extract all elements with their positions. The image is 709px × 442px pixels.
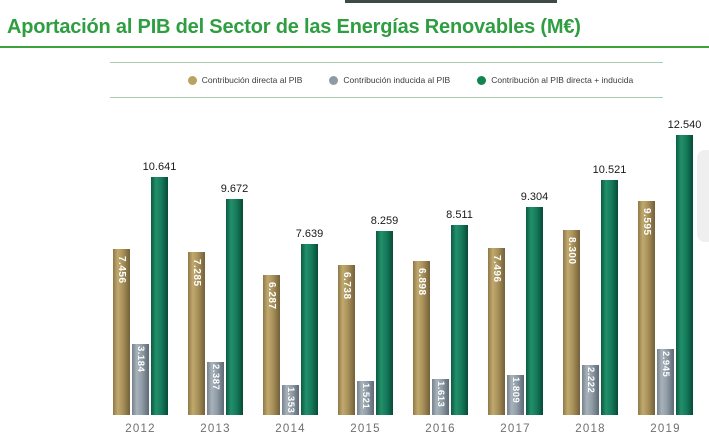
direct-value-label: 7.456 [116, 256, 127, 284]
induced-bar: 1.613 [432, 379, 449, 415]
induced-bar: 1.521 [357, 381, 374, 415]
total-series-dot-icon [477, 75, 487, 85]
total-value-label: 12.540 [667, 119, 702, 131]
direct-bar: 7.456 [113, 249, 130, 415]
direct-value-label: 7.496 [491, 255, 502, 283]
total-value-label: 9.304 [520, 191, 549, 203]
total-bar: 8.511 [446, 209, 473, 415]
year-label: 2018 [575, 422, 606, 435]
total-value-label: 7.639 [295, 228, 324, 240]
bars: 8.300 2.222 10.521 [562, 135, 626, 415]
induced-bar: 2.945 [657, 349, 674, 415]
induced-value-label: 2.222 [585, 367, 596, 394]
legend-label: Contribución directa al PIB [201, 75, 303, 85]
year-group-2019: 9.595 2.945 12.540 2019 [637, 119, 701, 442]
legend-label: Contribución inducida al PIB [343, 75, 451, 85]
year-group-2016: 6.898 1.613 8.511 2016 [412, 135, 473, 442]
year-label: 2016 [425, 422, 456, 435]
year-group-2012: 7.456 3.184 10.641 2012 [112, 135, 176, 442]
year-group-2018: 8.300 2.222 10.521 2018 [562, 135, 626, 442]
induced-value-label: 1.521 [360, 383, 371, 410]
year-label: 2014 [275, 422, 306, 435]
direct-value-label: 7.285 [191, 259, 202, 287]
year-group-2014: 6.287 1.353 7.639 2014 [262, 135, 323, 442]
year-label: 2013 [200, 422, 231, 435]
induced-value-label: 3.184 [135, 346, 146, 373]
induced-value-label: 1.353 [285, 387, 296, 414]
legend-item-induced: Contribución inducida al PIB [329, 75, 450, 85]
direct-value-label: 9.595 [641, 208, 652, 236]
total-bar: 7.639 [296, 228, 323, 415]
legend-label: Contribución al PIB directa + inducida [491, 75, 634, 85]
induced-value-label: 2.945 [660, 351, 671, 378]
year-group-2017: 7.496 1.809 9.304 2017 [487, 135, 548, 442]
direct-value-label: 6.898 [416, 268, 427, 296]
direct-bar: 9.595 [638, 201, 655, 415]
year-label: 2015 [350, 422, 381, 435]
induced-series-dot-icon [329, 75, 339, 85]
year-label: 2012 [125, 422, 156, 435]
direct-value-label: 6.287 [266, 282, 277, 310]
total-bar: 9.672 [221, 183, 248, 415]
direct-series-dot-icon [187, 75, 197, 85]
direct-bar: 6.738 [338, 265, 355, 415]
total-bar: 10.521 [593, 164, 626, 415]
induced-value-label: 1.809 [510, 377, 521, 404]
year-label: 2017 [500, 422, 531, 435]
direct-value-label: 8.300 [566, 237, 577, 265]
direct-bar: 7.496 [488, 248, 505, 415]
bars: 7.285 2.387 9.672 [187, 135, 248, 415]
total-bar: 12.540 [668, 119, 701, 415]
bar-chart: 7.456 3.184 10.641 2012 7.285 2.387 9.672 2013 6… [112, 119, 701, 442]
bars: 9.595 2.945 12.540 [637, 119, 701, 415]
total-value-label: 9.672 [220, 183, 249, 195]
top-edge-line [345, 0, 557, 3]
total-bar: 8.259 [371, 215, 398, 415]
total-bar: 10.641 [143, 161, 176, 415]
year-label: 2019 [650, 422, 681, 435]
bars: 6.287 1.353 7.639 [262, 135, 323, 415]
induced-bar: 2.222 [582, 365, 599, 415]
total-value-label: 10.521 [592, 164, 627, 176]
induced-bar: 2.387 [207, 362, 224, 415]
induced-bar: 1.353 [282, 385, 299, 415]
total-value-label: 8.259 [370, 215, 399, 227]
edge-artifact [697, 150, 709, 242]
direct-value-label: 6.738 [341, 272, 352, 300]
induced-value-label: 1.613 [435, 381, 446, 408]
bars: 6.898 1.613 8.511 [412, 135, 473, 415]
induced-bar: 1.809 [507, 375, 524, 415]
title-underline [0, 46, 709, 48]
year-group-2013: 7.285 2.387 9.672 2013 [187, 135, 248, 442]
bars: 7.456 3.184 10.641 [112, 135, 176, 415]
induced-bar: 3.184 [132, 344, 149, 415]
induced-value-label: 2.387 [210, 364, 221, 391]
direct-bar: 6.898 [413, 261, 430, 415]
bars: 6.738 1.521 8.259 [337, 135, 398, 415]
legend-item-direct: Contribución directa al PIB [187, 75, 303, 85]
total-bar: 9.304 [521, 191, 548, 415]
page-title: Aportación al PIB del Sector de las Ener… [7, 16, 581, 38]
direct-bar: 7.285 [188, 252, 205, 415]
direct-bar: 6.287 [263, 275, 280, 415]
direct-bar: 8.300 [563, 230, 580, 415]
total-value-label: 10.641 [142, 161, 177, 173]
chart-legend: Contribución directa al PIB Contribución … [110, 62, 663, 98]
year-group-2015: 6.738 1.521 8.259 2015 [337, 135, 398, 442]
bars: 7.496 1.809 9.304 [487, 135, 548, 415]
legend-item-total: Contribución al PIB directa + inducida [477, 75, 633, 85]
total-value-label: 8.511 [446, 209, 473, 221]
